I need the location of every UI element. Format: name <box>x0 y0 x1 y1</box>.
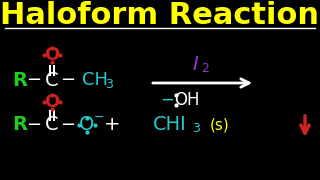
Text: CHI: CHI <box>153 116 187 134</box>
Text: O: O <box>79 116 95 134</box>
Text: (s): (s) <box>210 118 230 132</box>
Text: I: I <box>192 55 198 75</box>
Text: −: − <box>94 111 104 123</box>
Text: R: R <box>12 116 28 134</box>
Text: 2: 2 <box>201 62 209 75</box>
Text: C: C <box>45 71 59 89</box>
Text: −: − <box>27 116 42 134</box>
Text: −: − <box>60 116 76 134</box>
Text: Haloform Reaction: Haloform Reaction <box>1 1 319 30</box>
Text: 3: 3 <box>105 78 113 91</box>
Text: O: O <box>44 93 60 111</box>
Text: R: R <box>12 71 28 89</box>
Text: OH: OH <box>174 91 200 109</box>
Text: CH: CH <box>82 71 108 89</box>
Text: 3: 3 <box>192 123 200 136</box>
Text: O: O <box>44 46 60 64</box>
Text: −: − <box>160 91 174 109</box>
Text: C: C <box>45 116 59 134</box>
Text: −: − <box>27 71 42 89</box>
Text: +: + <box>104 116 120 134</box>
Text: −: − <box>60 71 76 89</box>
